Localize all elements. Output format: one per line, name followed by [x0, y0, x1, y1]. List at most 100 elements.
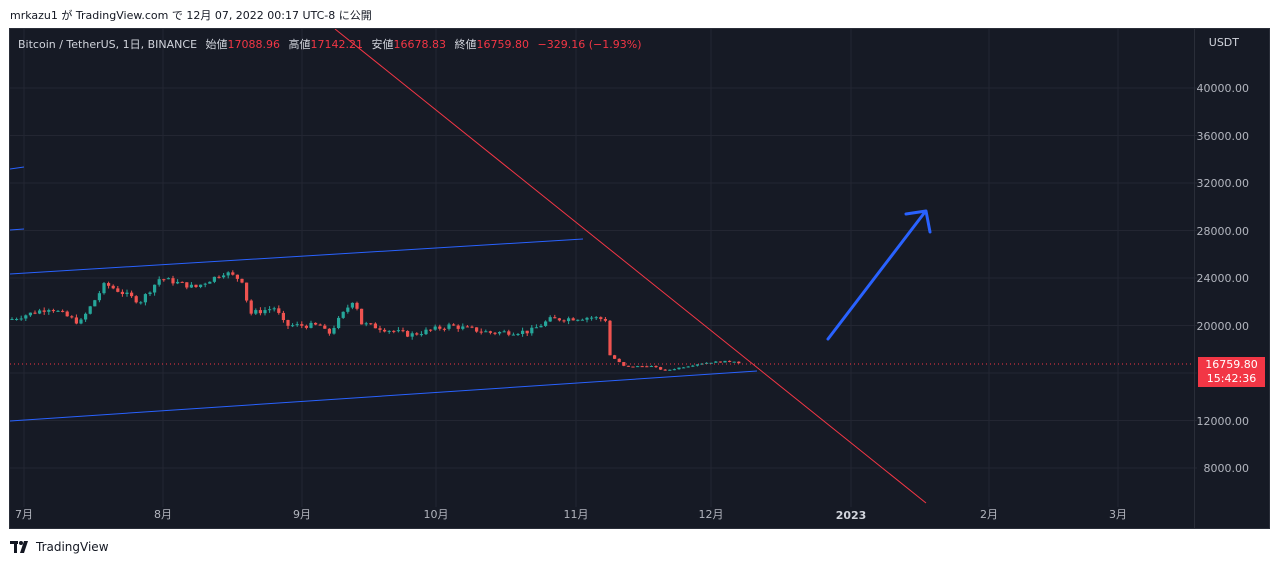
candle-body	[199, 284, 203, 288]
price-tick: 32000.00	[1196, 177, 1250, 190]
price-tick: 8000.00	[1203, 462, 1250, 475]
price-scale[interactable]: USDT 40000.00 36000.00 32000.00 28000.00…	[1194, 29, 1269, 528]
candle-body	[525, 330, 529, 334]
candle-body	[695, 364, 699, 366]
candle-body	[626, 365, 630, 367]
candle-body	[157, 279, 161, 285]
candle-body	[65, 311, 69, 317]
candle-body	[180, 281, 184, 283]
candle-body	[672, 369, 676, 371]
candle-body	[19, 318, 23, 320]
candle-body	[346, 307, 350, 312]
low-value: 16678.83	[393, 38, 447, 51]
candle-body	[539, 325, 543, 328]
open-label: 始値	[205, 38, 228, 51]
candle-body	[470, 326, 474, 328]
candle-body	[737, 361, 741, 364]
candle-body	[350, 302, 354, 308]
chart-pane[interactable]: Bitcoin / TetherUS, 1日, BINANCE 始値17088.…	[9, 28, 1270, 529]
candle-body	[130, 292, 134, 297]
high-value: 17142.21	[310, 38, 364, 51]
candle-body	[79, 319, 83, 324]
candle-body	[258, 310, 262, 314]
candle-body	[281, 312, 285, 321]
last-price-badge: 16759.80 15:42:36	[1198, 357, 1265, 387]
candle-body	[567, 318, 571, 322]
candle-body	[97, 293, 101, 301]
candle-body	[544, 321, 548, 326]
candle-body	[387, 330, 391, 332]
candle-body	[120, 291, 124, 295]
candle-body	[249, 300, 253, 314]
candle-body	[475, 327, 479, 332]
candle-body	[217, 276, 221, 278]
candle-body	[415, 333, 419, 335]
candle-body	[645, 366, 649, 368]
candle-body	[15, 318, 19, 320]
price-plot[interactable]	[10, 29, 1197, 507]
price-tick: 24000.00	[1196, 272, 1250, 285]
candle-body	[631, 366, 635, 368]
candle-body	[373, 323, 377, 329]
candle-body	[208, 281, 212, 284]
candle-body	[548, 317, 552, 322]
candle-body	[484, 331, 488, 333]
candle-body	[429, 329, 433, 331]
candle-body	[493, 332, 497, 334]
candle-body	[162, 279, 166, 281]
time-tick: 7月	[15, 508, 33, 521]
candle-body	[401, 330, 405, 332]
tradingview-logo[interactable]: TradingView	[10, 540, 109, 554]
candle-body	[212, 276, 216, 282]
candle-body	[686, 366, 690, 368]
projection-arrow-head	[904, 209, 932, 234]
candle-body	[291, 325, 295, 327]
currency-label: USDT	[1208, 36, 1239, 49]
candle-body	[226, 272, 230, 276]
candle-body	[176, 281, 180, 284]
candle-body	[419, 334, 423, 336]
candle-body	[488, 331, 492, 333]
candle-body	[231, 272, 235, 275]
candle-body	[10, 319, 14, 321]
candle-body	[456, 325, 460, 329]
candle-body	[33, 312, 37, 314]
candle-body	[166, 278, 170, 280]
ohlc-legend: Bitcoin / TetherUS, 1日, BINANCE 始値17088.…	[18, 36, 642, 52]
candle-body	[139, 302, 143, 304]
candle-body	[378, 328, 382, 330]
candle-body	[732, 361, 736, 363]
candle-body	[424, 329, 428, 335]
candle-body	[222, 275, 226, 278]
channel-fragment	[10, 228, 25, 231]
candle-body	[88, 306, 92, 314]
projection-arrow	[826, 210, 927, 341]
tradingview-logo-icon	[10, 541, 28, 553]
candle-body	[553, 317, 557, 319]
candle-body	[134, 296, 138, 303]
candle-body	[442, 328, 446, 330]
low-label: 安値	[371, 38, 394, 51]
candle-body	[194, 284, 198, 288]
candle-body	[364, 323, 368, 325]
bar-countdown: 15:42:36	[1206, 372, 1257, 385]
high-label: 高値	[288, 38, 311, 51]
candle-body	[61, 310, 65, 312]
candle-body	[682, 367, 686, 369]
candle-body	[56, 310, 60, 312]
candle-body	[728, 360, 732, 362]
candle-body	[185, 282, 189, 288]
candle-body	[576, 319, 580, 321]
candle-body	[383, 329, 387, 332]
price-tick: 12000.00	[1196, 415, 1250, 428]
time-scale[interactable]: 7月 8月 9月 10月 11月 12月 2023 2月 3月	[10, 506, 1269, 528]
candle-body	[562, 320, 566, 322]
candle-body	[603, 318, 607, 321]
symbol-title[interactable]: Bitcoin / TetherUS, 1日, BINANCE	[18, 38, 198, 51]
candle-body	[295, 324, 299, 326]
candle-body	[153, 284, 157, 293]
candle-body	[254, 310, 258, 314]
candle-body	[369, 323, 373, 325]
candle-body	[323, 325, 327, 329]
price-tick: 40000.00	[1196, 82, 1250, 95]
